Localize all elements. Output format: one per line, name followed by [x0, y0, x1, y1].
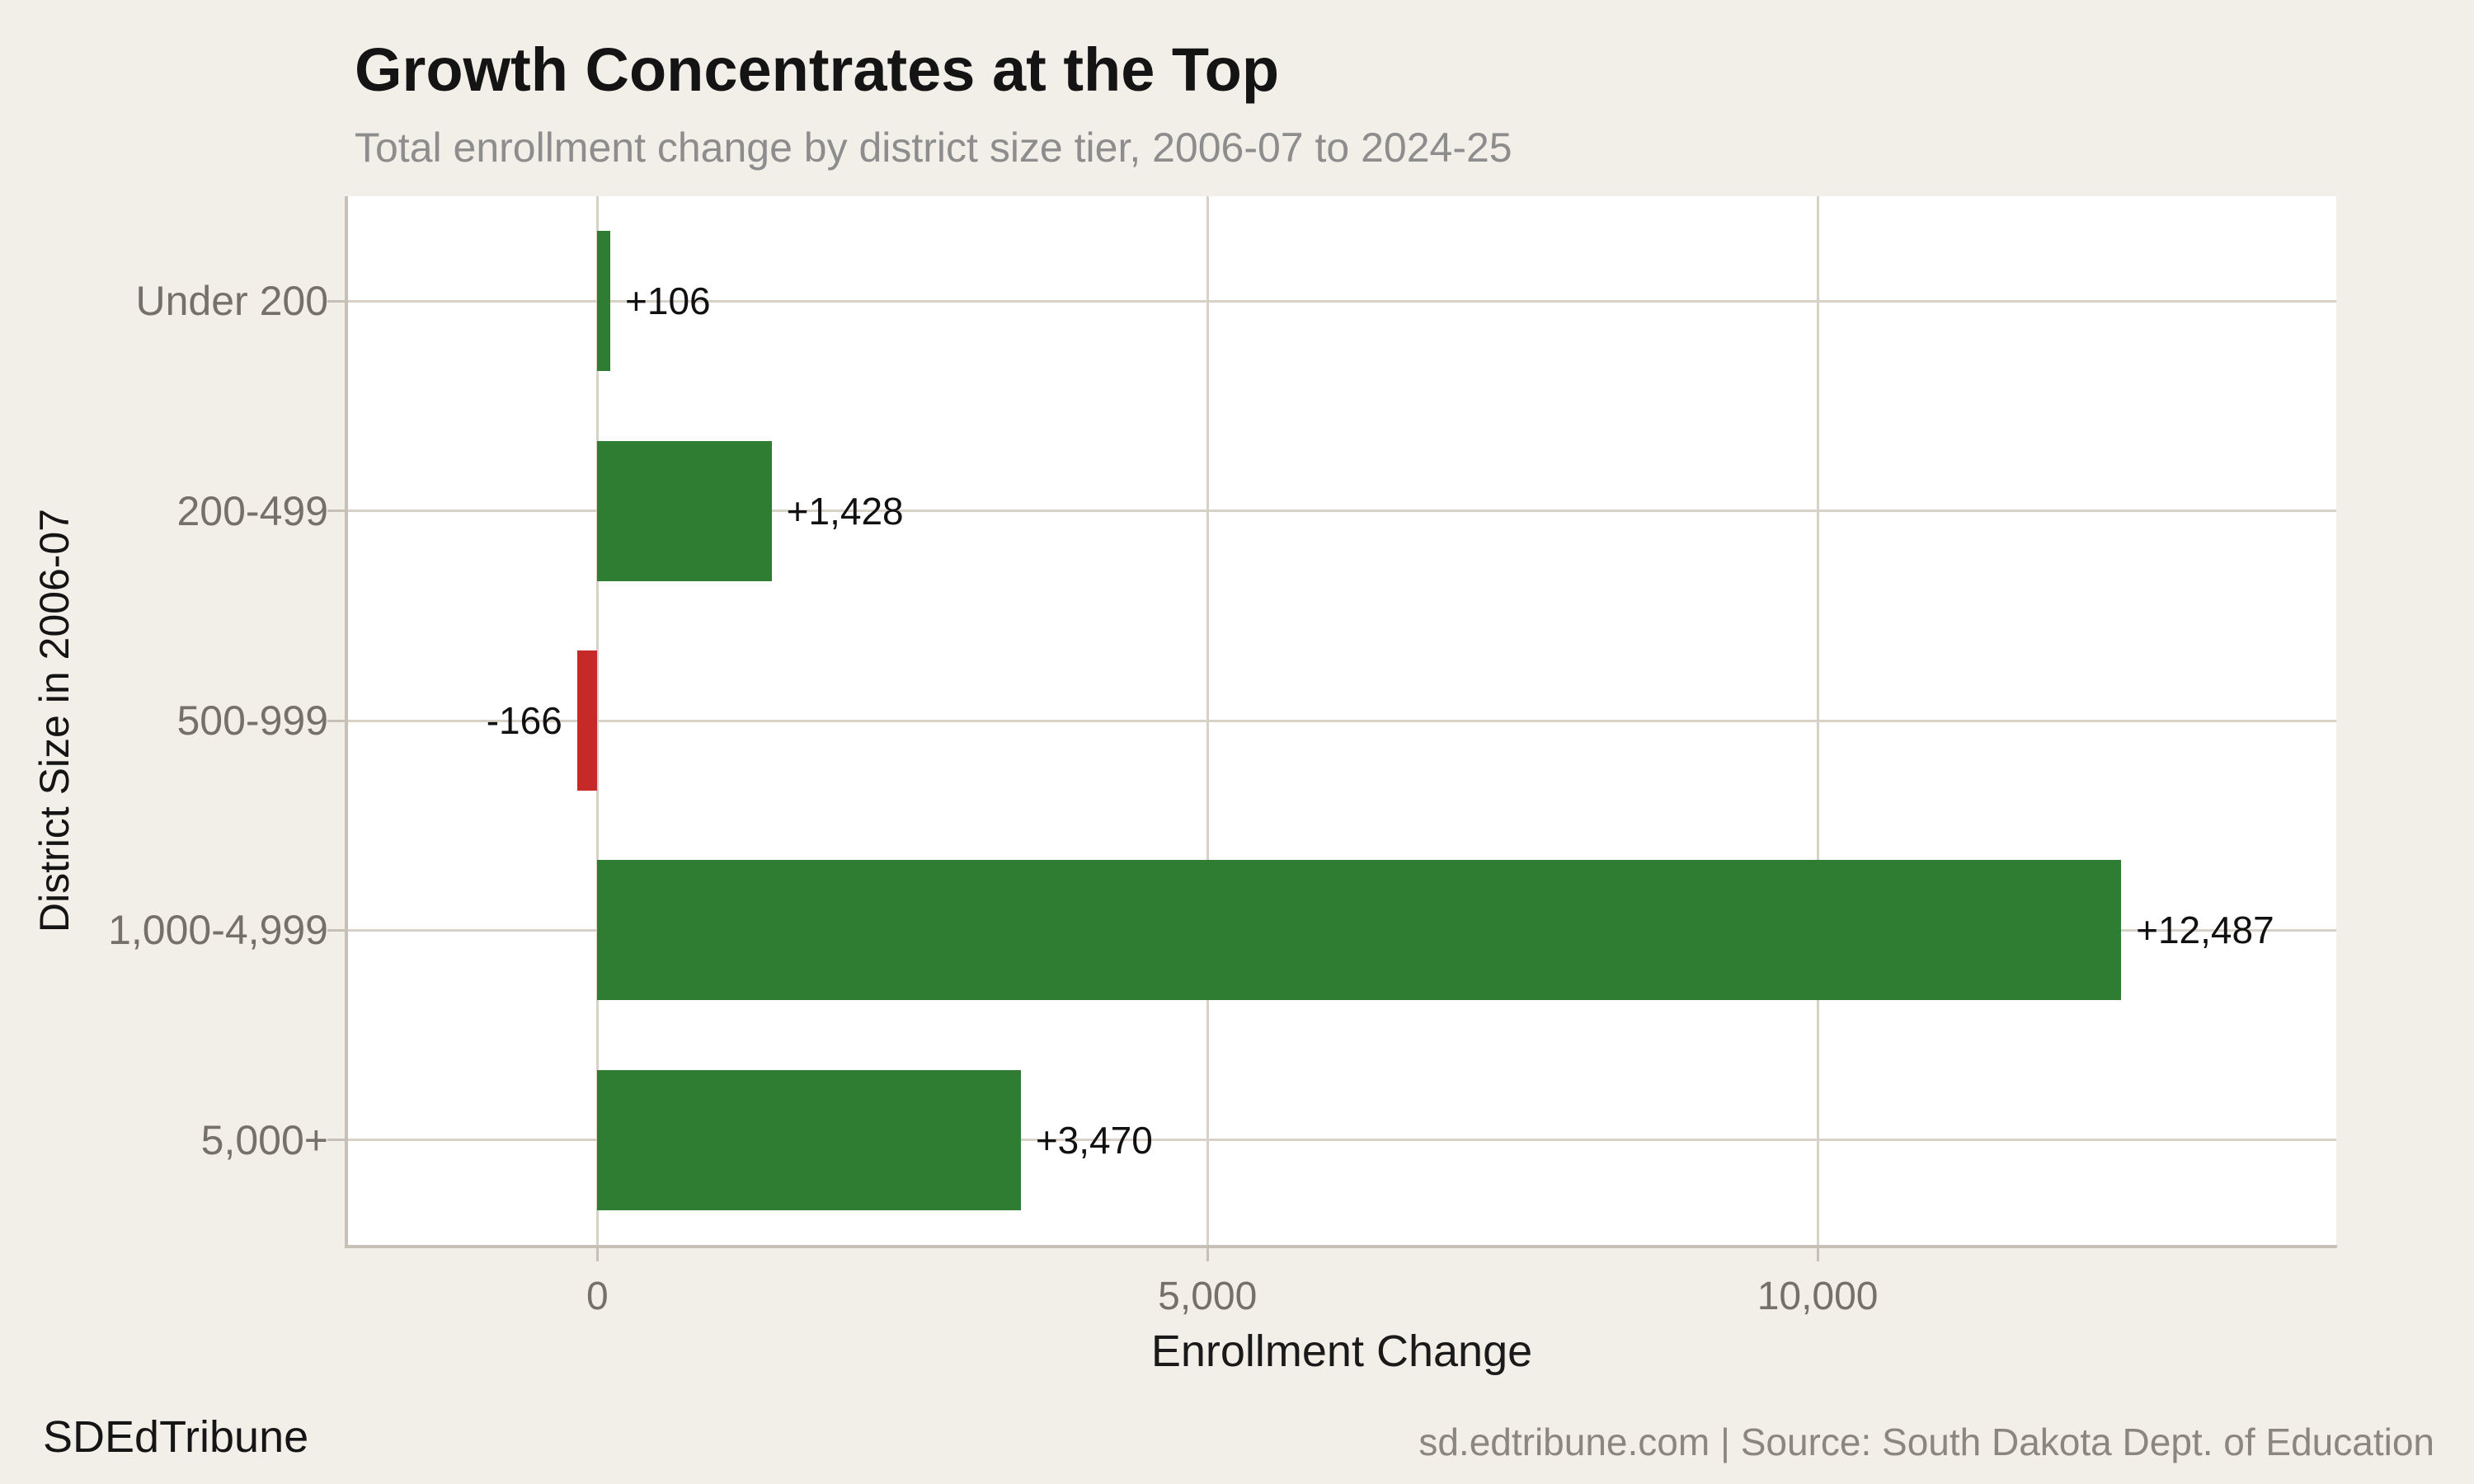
y-axis-spine — [345, 196, 348, 1247]
x-axis-spine — [345, 1245, 2337, 1248]
bar — [597, 440, 772, 581]
y-tick-mark — [327, 510, 347, 513]
bar — [597, 1069, 1021, 1210]
value-label: +106 — [625, 279, 711, 323]
y-tick-label: 500-999 — [176, 697, 329, 744]
x-tick-label: 0 — [586, 1275, 609, 1318]
y-tick-label: Under 200 — [135, 278, 329, 325]
value-label: +1,428 — [786, 489, 904, 533]
x-tick-label: 5,000 — [1158, 1275, 1258, 1318]
chart-title: Growth Concentrates at the Top — [355, 35, 1280, 104]
x-tick-mark — [1816, 1245, 1819, 1261]
y-tick-mark — [327, 1139, 347, 1142]
footer-brand: SDEdTribune — [43, 1412, 309, 1462]
y-tick-label: 200-499 — [176, 487, 329, 534]
x-tick-label: 10,000 — [1757, 1275, 1879, 1318]
y-tick-label: 1,000-4,999 — [108, 907, 328, 954]
y-gridline — [347, 510, 2336, 513]
bar — [576, 650, 598, 791]
y-gridline — [347, 299, 2336, 303]
chart-subtitle: Total enrollment change by district size… — [355, 124, 1512, 171]
footer-attribution: sd.edtribune.com | Source: South Dakota … — [1418, 1421, 2434, 1463]
x-tick-mark — [595, 1245, 599, 1261]
y-gridline — [347, 719, 2336, 722]
value-label: +12,487 — [2136, 909, 2274, 952]
x-axis-title: Enrollment Change — [1150, 1327, 1533, 1376]
value-label: -166 — [486, 699, 562, 742]
bar — [597, 231, 611, 372]
y-tick-mark — [327, 928, 347, 932]
bar — [597, 860, 2122, 1001]
y-tick-label: 5,000+ — [200, 1116, 328, 1163]
value-label: +3,470 — [1035, 1118, 1153, 1162]
x-tick-mark — [1206, 1245, 1209, 1261]
y-gridline — [347, 1139, 2336, 1142]
y-tick-mark — [327, 719, 347, 722]
y-tick-mark — [327, 299, 347, 303]
y-axis-title: District Size in 2006-07 — [31, 508, 78, 933]
